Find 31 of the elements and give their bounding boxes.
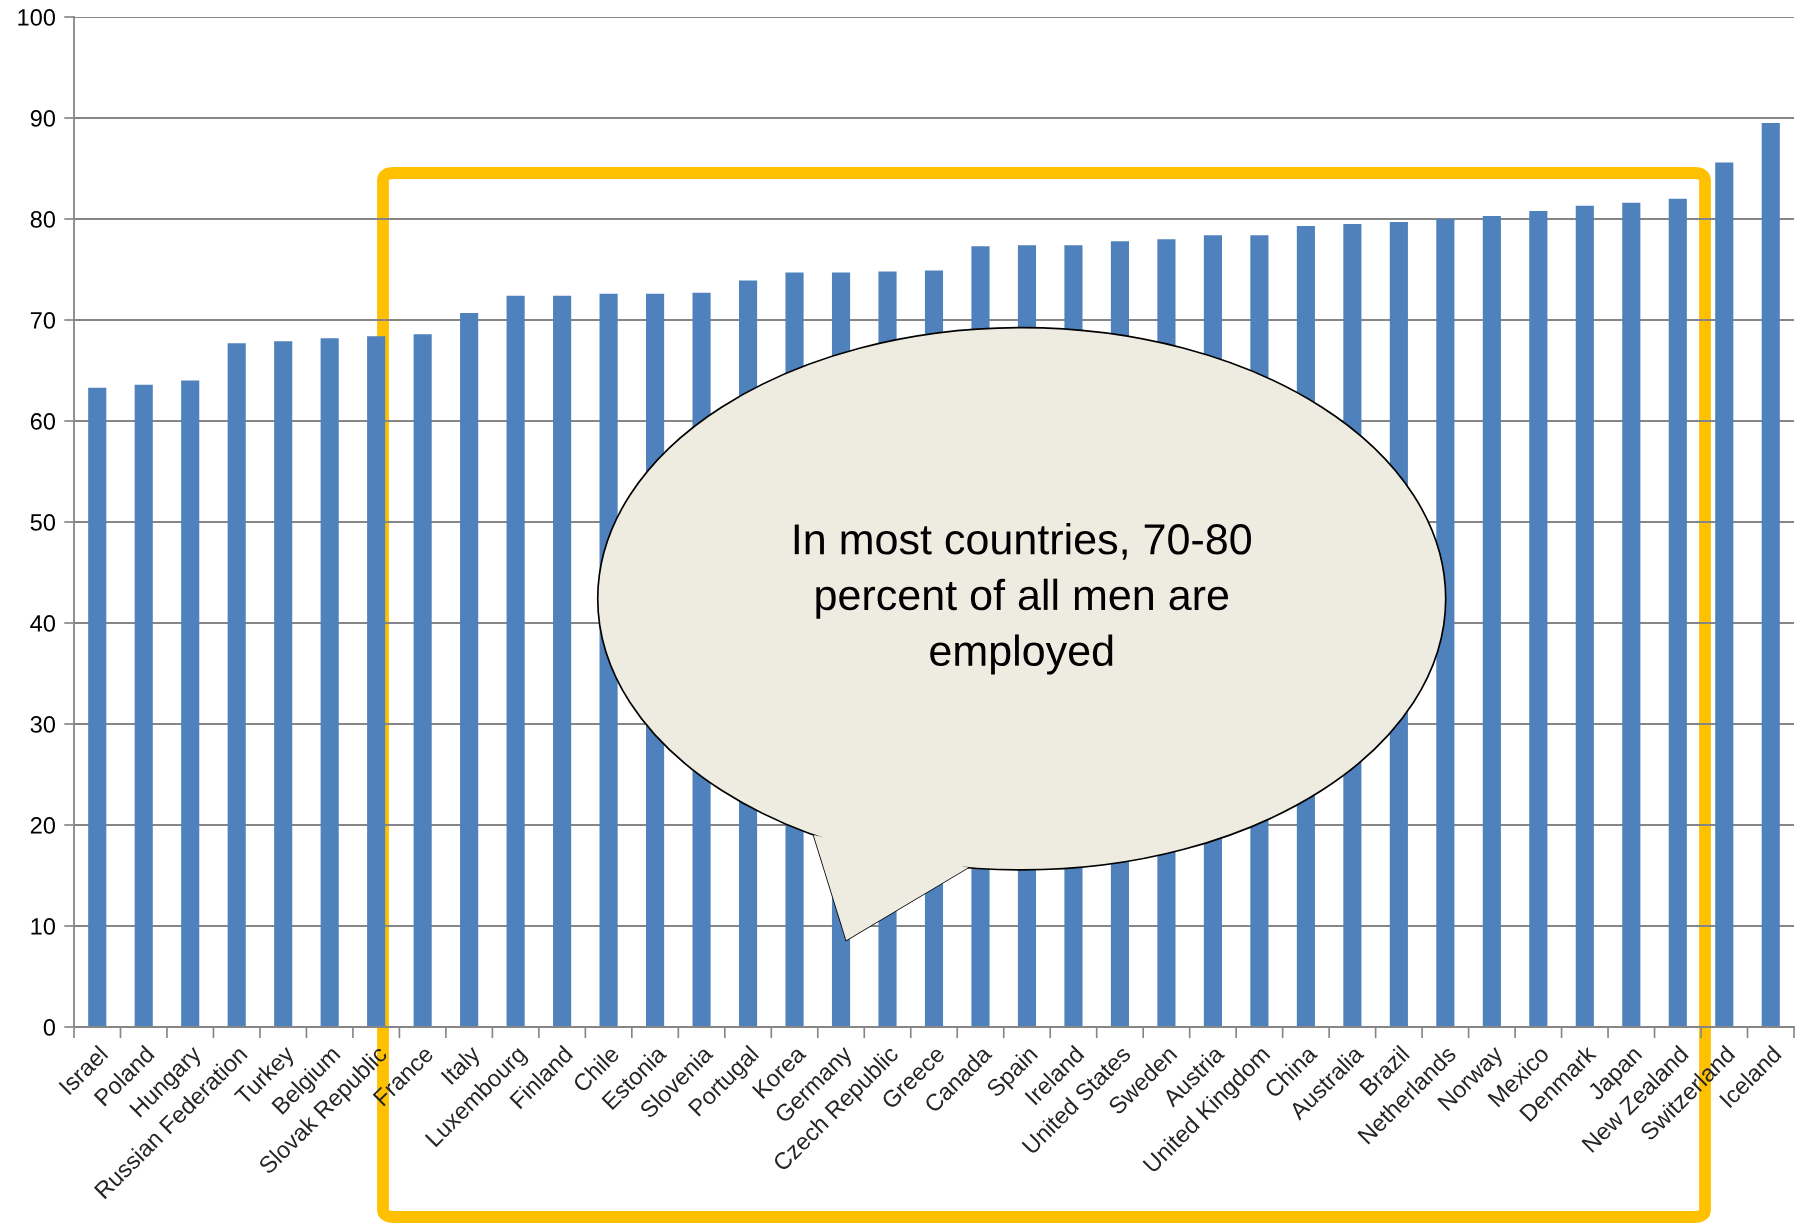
bar [274,341,293,1027]
y-tick-label: 20 [30,817,56,834]
bar [553,295,572,1027]
y-tick-label: 100 [18,9,56,26]
bar [181,380,200,1027]
y-tick-label: 90 [30,110,56,127]
annotation: In most countries, 70-80 percent of all men are employed [794,522,1251,675]
bar [413,334,432,1027]
bar [1529,210,1548,1027]
bar [134,384,153,1027]
bar [1715,162,1734,1027]
y-tick-label: 10 [31,918,56,935]
y-tick-label: 70 [30,312,56,329]
bar [1761,123,1780,1027]
y-tick-label: 50 [30,514,56,531]
y-tick-label: 80 [30,211,56,228]
y-tick-label: 30 [30,716,56,733]
bar [1436,219,1455,1027]
y-tick-label: 40 [30,615,56,632]
bar [1622,202,1641,1027]
bar [506,295,525,1027]
bar [227,343,246,1027]
bar [1575,205,1594,1027]
y-tick-label: 60 [30,413,56,430]
bar [460,312,479,1027]
bar [1482,215,1501,1027]
bar [320,338,339,1027]
bar [88,387,107,1027]
bar [1668,198,1687,1027]
y-tick-label: 0 [43,1019,56,1036]
bar [367,336,386,1027]
